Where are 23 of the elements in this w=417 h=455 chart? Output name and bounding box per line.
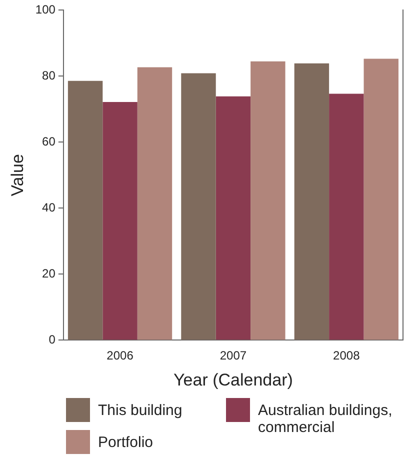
legend-label: This building — [98, 401, 182, 419]
bar — [102, 102, 138, 340]
bar — [216, 96, 251, 340]
x-tick-label: 2006 — [106, 348, 134, 363]
bar — [250, 61, 286, 340]
bar — [294, 63, 330, 340]
bar — [329, 94, 364, 340]
bar — [137, 67, 172, 340]
y-axis-title: Value — [8, 154, 27, 196]
y-tick-label: 0 — [48, 332, 56, 347]
bar — [181, 73, 216, 340]
legend-label: Australian buildings, commercial — [258, 401, 394, 436]
y-tick-label: 40 — [42, 200, 56, 215]
bar — [364, 58, 398, 340]
y-tick-label: 60 — [42, 134, 56, 149]
bar — [68, 80, 103, 340]
x-axis-title: Year (Calendar) — [174, 370, 293, 390]
x-tick-label: 2007 — [220, 348, 247, 363]
x-tick-label: 2008 — [333, 348, 360, 363]
y-tick-label: 80 — [42, 68, 56, 83]
legend-label: Portfolio — [98, 433, 154, 451]
y-tick-label: 20 — [42, 266, 56, 281]
y-tick-label: 100 — [35, 2, 56, 17]
